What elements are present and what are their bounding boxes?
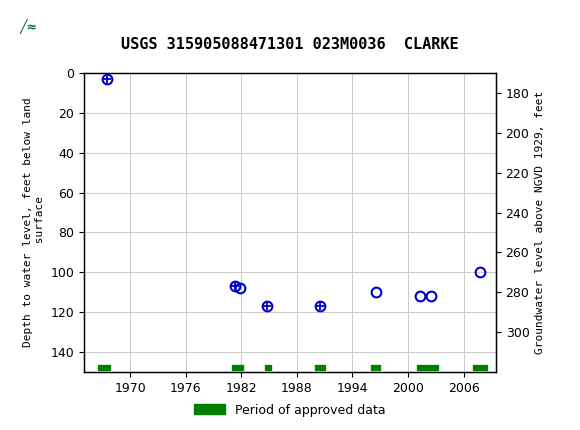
Text: ╱≈: ╱≈ [19, 19, 37, 34]
Y-axis label: Depth to water level, feet below land
 surface: Depth to water level, feet below land su… [23, 98, 45, 347]
FancyBboxPatch shape [6, 4, 70, 49]
Y-axis label: Groundwater level above NGVD 1929, feet: Groundwater level above NGVD 1929, feet [535, 91, 545, 354]
Bar [264, 366, 271, 371]
Bar [473, 366, 487, 371]
Text: USGS 315905088471301 023M0036  CLARKE: USGS 315905088471301 023M0036 CLARKE [121, 37, 459, 52]
Bar [316, 366, 325, 371]
Bar [232, 366, 243, 371]
Bar [98, 366, 110, 371]
Bar [371, 366, 380, 371]
Text: USGS: USGS [78, 18, 133, 35]
Bar [417, 366, 437, 371]
Legend: Period of approved data: Period of approved data [189, 399, 391, 421]
